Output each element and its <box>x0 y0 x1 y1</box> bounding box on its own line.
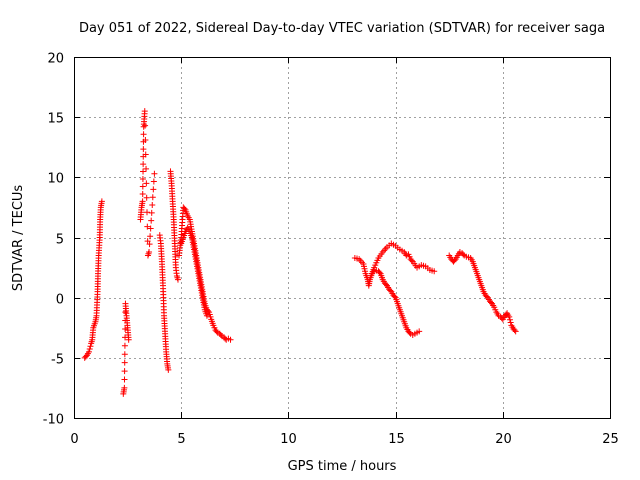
x-tick-label: 20 <box>495 432 512 447</box>
data-points <box>81 108 519 397</box>
data-point <box>144 209 151 216</box>
data-point <box>139 176 146 183</box>
data-point <box>483 293 490 300</box>
data-point <box>121 368 128 375</box>
data-point <box>143 165 150 172</box>
data-point <box>121 384 128 391</box>
data-point <box>142 122 149 129</box>
data-point <box>391 293 398 300</box>
data-point <box>165 366 172 373</box>
data-point <box>387 287 394 294</box>
y-tick-label: 5 <box>56 233 64 248</box>
data-point <box>507 319 514 326</box>
data-point <box>416 328 423 335</box>
data-point <box>143 180 150 187</box>
axis-ticks: 0 5 10 15 20 25 -10 -5 0 5 10 15 20 <box>43 52 619 448</box>
data-point <box>406 329 413 336</box>
x-axis-label: GPS time / hours <box>288 459 397 474</box>
data-point <box>460 251 467 258</box>
data-point <box>143 194 150 201</box>
data-point <box>139 198 146 205</box>
data-point <box>146 248 153 255</box>
data-point <box>227 336 234 343</box>
data-point <box>146 241 153 248</box>
data-point <box>431 268 438 275</box>
data-point <box>140 131 147 138</box>
data-point <box>506 316 513 323</box>
data-point <box>150 186 157 193</box>
data-point <box>150 178 157 185</box>
y-tick-label: 10 <box>47 172 64 187</box>
chart-title: Day 051 of 2022, Sidereal Day-to-day VTE… <box>79 21 605 36</box>
data-point <box>488 299 495 306</box>
data-point <box>512 328 519 335</box>
data-point <box>141 108 148 115</box>
data-point <box>506 313 513 320</box>
data-point <box>142 137 149 144</box>
data-point <box>203 312 210 319</box>
x-tick-label: 15 <box>388 432 405 447</box>
grid-lines <box>74 57 610 418</box>
x-tick-label: 25 <box>602 432 619 447</box>
data-point <box>144 223 151 230</box>
data-point <box>144 238 151 245</box>
y-tick-label: 20 <box>47 52 64 67</box>
data-point <box>181 205 188 212</box>
data-point <box>148 217 155 224</box>
y-tick-label: 15 <box>47 112 64 127</box>
x-tick-label: 0 <box>70 432 78 447</box>
data-point <box>139 183 146 190</box>
data-point <box>82 353 89 360</box>
data-point <box>149 202 156 209</box>
data-point <box>87 343 94 350</box>
y-tick-label: -5 <box>51 353 64 368</box>
data-point <box>151 170 158 177</box>
data-point <box>121 351 128 358</box>
data-point <box>149 194 156 201</box>
data-point <box>511 327 518 334</box>
data-point <box>122 309 129 316</box>
y-tick-label: -10 <box>43 413 64 428</box>
data-point <box>98 198 105 205</box>
data-point <box>408 257 415 264</box>
data-point <box>148 209 155 216</box>
data-point <box>147 225 154 232</box>
data-point <box>217 331 224 338</box>
data-point <box>121 376 128 383</box>
x-tick-label: 10 <box>280 432 297 447</box>
data-point <box>213 328 220 335</box>
data-point <box>451 257 458 264</box>
data-point <box>139 190 146 197</box>
data-point <box>121 342 128 349</box>
y-axis-label: SDTVAR / TECUs <box>11 185 26 292</box>
x-tick-label: 5 <box>177 432 185 447</box>
data-point <box>140 161 147 168</box>
data-point <box>86 346 93 353</box>
data-point <box>174 276 181 283</box>
data-point <box>376 269 383 276</box>
data-point <box>125 336 132 343</box>
data-point <box>140 168 147 175</box>
y-tick-label: 0 <box>56 293 64 308</box>
data-point <box>382 281 389 288</box>
data-point <box>147 233 154 240</box>
data-point <box>142 151 149 158</box>
data-point <box>140 146 147 153</box>
data-point <box>86 348 93 355</box>
data-point <box>121 359 128 366</box>
